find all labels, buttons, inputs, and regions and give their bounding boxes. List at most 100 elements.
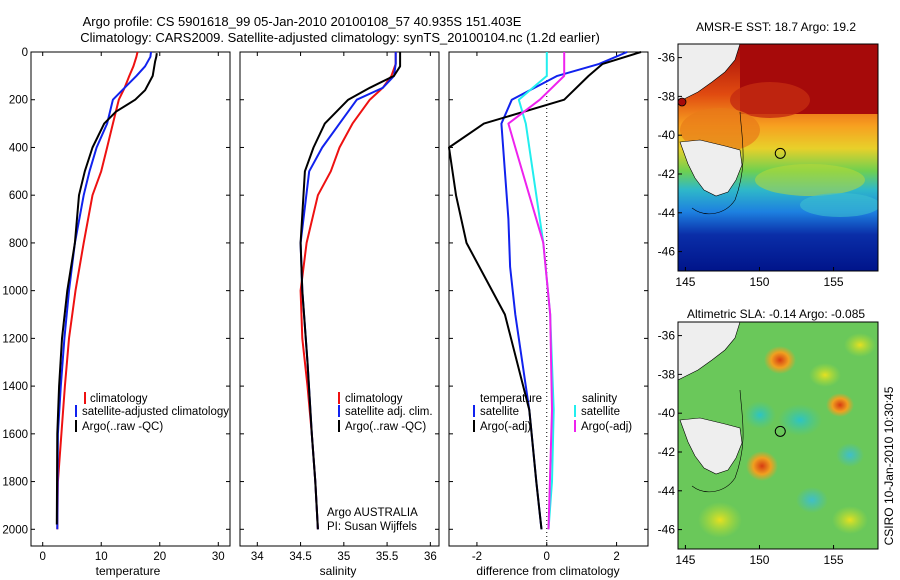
x-tick-label: 0 xyxy=(544,551,550,563)
y-tick-label: 1600 xyxy=(2,429,28,441)
y-tick-label: 2000 xyxy=(2,524,28,536)
y-tick-label: 200 xyxy=(9,95,28,107)
y-tick-label: 800 xyxy=(9,238,28,250)
legend-label-argo: Argo(..raw -QC) xyxy=(82,421,163,433)
map-x-tick-label: 155 xyxy=(824,275,844,289)
x-tick-label: 2 xyxy=(613,551,619,563)
sla-map-panel: Altimetric SLA: -0.14 Argo: -0.085 -36 -3… xyxy=(658,307,879,567)
map-y-tick-label: -46 xyxy=(658,523,676,537)
sst-map-title: AMSR-E SST: 18.7 Argo: 19.2 xyxy=(696,20,856,34)
map-y-tick-label: -40 xyxy=(658,406,676,420)
difference-panel: -2 0 2 difference from climatology tempera… xyxy=(448,51,649,578)
map-y-tick-label: -38 xyxy=(658,89,676,103)
series-satellite-adjusted-climatology xyxy=(56,51,152,530)
sla-yellow-2 xyxy=(844,333,876,357)
sla-mainland xyxy=(678,322,741,381)
map-x-tick-label: 155 xyxy=(824,553,844,567)
sst-map-frame xyxy=(677,43,879,272)
x-tick-label: 10 xyxy=(95,551,108,563)
sla-yellow-4 xyxy=(832,506,868,534)
sla-high-2 xyxy=(746,451,778,481)
float-pi: PI: Susan Wijffels xyxy=(327,521,417,533)
sla-tasmania xyxy=(679,417,743,475)
map-y-tick-label: -42 xyxy=(658,445,676,459)
map-y-tick-label: -42 xyxy=(658,167,676,181)
sla-map-title: Altimetric SLA: -0.14 Argo: -0.085 xyxy=(687,307,865,321)
sla-low-1 xyxy=(778,404,822,436)
series-argo-raw-qc xyxy=(55,53,158,525)
difference-legend: temperature satellite Argo(-adj) salinit… xyxy=(473,393,632,433)
legend-label-satellite: satellite adj. clim. xyxy=(345,406,433,418)
sla-high-3 xyxy=(826,393,854,417)
float-agency: Argo AUSTRALIA xyxy=(327,507,418,519)
legend-label-climatology: climatology xyxy=(90,393,148,405)
x-tick-label: 36 xyxy=(424,551,437,563)
legend-label-sal-argo: Argo(-adj) xyxy=(581,421,632,433)
sla-yellow-1 xyxy=(809,363,841,387)
sla-shelf-contour xyxy=(691,389,744,493)
sla-field xyxy=(678,322,878,549)
salinity-legend: climatology satellite adj. clim. Argo(..… xyxy=(338,392,433,433)
series-argo-raw-qc xyxy=(299,52,402,530)
map-y-tick-label: -36 xyxy=(658,329,676,343)
map-x-tick-label: 145 xyxy=(675,275,695,289)
legend-label-temp-argo: Argo(-adj) xyxy=(480,421,531,433)
sst-field xyxy=(678,44,878,271)
x-tick-label: 34.5 xyxy=(289,551,311,563)
x-tick-label: 35.5 xyxy=(376,551,398,563)
sla-yellow-3 xyxy=(698,502,742,538)
header-line2: Climatology: CARS2009. Satellite-adjuste… xyxy=(80,30,600,45)
temperature-legend: climatology satellite-adjusted climatolo… xyxy=(75,392,229,433)
map-y-tick-label: -38 xyxy=(658,367,676,381)
timestamp-label: CSIRO 10-Jan-2010 10:30:45 xyxy=(882,386,896,545)
sst-tasmania xyxy=(679,139,743,197)
sla-argo-location xyxy=(774,425,786,437)
y-tick-label: 1000 xyxy=(2,286,28,298)
sst-warm-tongue xyxy=(730,82,810,118)
map-y-tick-label: -46 xyxy=(658,245,676,259)
map-y-tick-label: -36 xyxy=(658,51,676,65)
sla-map-frame xyxy=(677,321,879,550)
sst-argo-location xyxy=(774,147,786,159)
x-tick-label: 35 xyxy=(337,551,350,563)
map-y-tick-label: -40 xyxy=(658,128,676,142)
legend-label-satellite: satellite-adjusted climatology xyxy=(82,406,229,418)
legend-label-sal-satellite: satellite xyxy=(581,406,620,418)
y-tick-label: 600 xyxy=(9,190,28,202)
sla-low-2 xyxy=(744,401,776,429)
temperature-axes-frame xyxy=(30,51,231,547)
y-tick-label: 1800 xyxy=(2,477,28,489)
series-salinity-argo-adj xyxy=(507,52,566,530)
x-tick-label: 0 xyxy=(40,551,46,563)
legend-title-salinity: salinity xyxy=(582,393,617,405)
salinity-axes-frame xyxy=(239,51,440,547)
sst-map-panel: AMSR-E SST: 18.7 Argo: 19.2 -36 -38 -40 -42… xyxy=(658,20,879,289)
sst-green-band xyxy=(755,164,865,196)
difference-xlabel: difference from climatology xyxy=(476,564,619,578)
series-climatology xyxy=(56,51,139,530)
map-x-tick-label: 150 xyxy=(749,553,769,567)
series-temperature-argo-adj xyxy=(448,51,642,530)
map-y-tick-label: -44 xyxy=(658,206,676,220)
salinity-panel: 34 34.5 35 35.5 36 salinity climatology sate… xyxy=(239,51,440,578)
sst-shelf-contour xyxy=(691,111,744,215)
legend-title-temperature: temperature xyxy=(480,393,542,405)
map-y-tick-label: -44 xyxy=(658,484,676,498)
legend-label-argo: Argo(..raw -QC) xyxy=(345,421,426,433)
temperature-panel: 0 200 400 600 800 1000 1200 1400 1600 1800 2000 0 1… xyxy=(2,47,231,578)
x-tick-label: 34 xyxy=(251,551,264,563)
sla-low-3 xyxy=(796,487,828,513)
sla-low-4 xyxy=(836,443,864,467)
map-x-tick-label: 150 xyxy=(749,275,769,289)
header-line1: Argo profile: CS 5901618_99 05-Jan-2010 … xyxy=(83,14,522,29)
x-tick-label: 30 xyxy=(212,551,225,563)
map-x-tick-label: 145 xyxy=(675,553,695,567)
series-salinity-satellite xyxy=(517,52,555,530)
sst-coast-marker xyxy=(678,97,687,107)
y-tick-label: 1400 xyxy=(2,381,28,393)
temperature-xlabel: temperature xyxy=(96,564,161,578)
legend-label-temp-satellite: satellite xyxy=(480,406,519,418)
x-tick-label: -2 xyxy=(472,551,482,563)
y-tick-label: 0 xyxy=(22,47,28,59)
